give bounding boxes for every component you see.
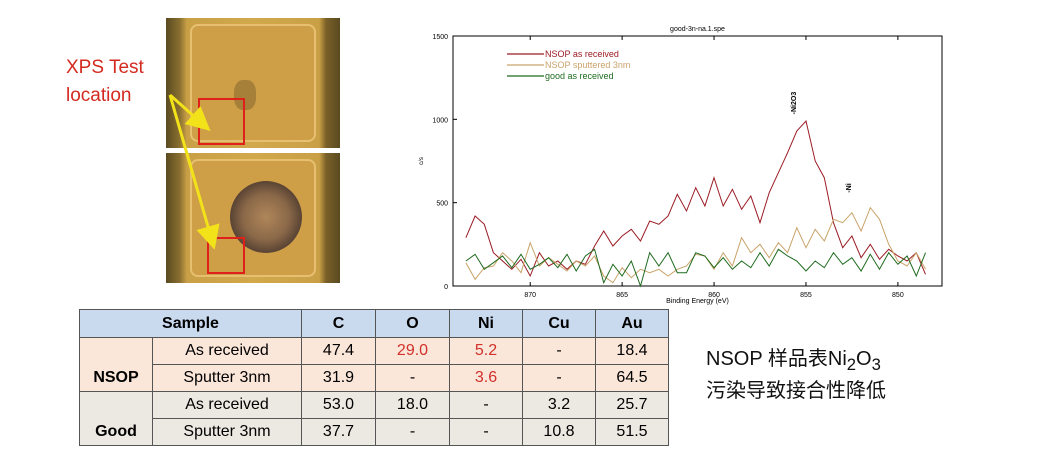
- row-label: Sputter 3nm: [152, 364, 302, 392]
- series-line-0: [465, 119, 926, 278]
- header-sample: Sample: [79, 309, 302, 338]
- arrows: [168, 93, 220, 250]
- cell: -: [522, 364, 596, 392]
- cell: -: [375, 364, 450, 392]
- cell: 64.5: [595, 364, 669, 392]
- cell: 51.5: [595, 418, 669, 446]
- y-axis-label: c/s: [419, 157, 425, 165]
- label-line1: XPS Test: [66, 57, 144, 78]
- photo-bottom: [166, 153, 340, 283]
- cell: -: [375, 418, 450, 446]
- x-tick-label: 865: [616, 292, 628, 299]
- header-ni: Ni: [449, 309, 523, 338]
- cell: -: [449, 418, 523, 446]
- cell: 10.8: [522, 418, 596, 446]
- series-line-1: [465, 206, 926, 284]
- legend-label: NSOP sputtered 3nm: [545, 60, 630, 70]
- bond-mark: [230, 181, 302, 253]
- header-c: C: [301, 309, 376, 338]
- x-tick-label: 860: [708, 292, 720, 299]
- cell: 29.0: [375, 337, 450, 365]
- cell: 25.7: [595, 391, 669, 419]
- x-tick-label: 855: [800, 292, 812, 299]
- xps-test-location-label: XPS Test location: [66, 54, 144, 110]
- row-label: Sputter 3nm: [152, 418, 302, 446]
- y-tick-label: 0: [444, 284, 448, 291]
- cell: -: [522, 337, 596, 365]
- label-line2: location: [66, 85, 132, 106]
- peak-annotation: -Ni2O3: [791, 92, 798, 115]
- legend-label: NSOP as received: [545, 49, 619, 59]
- cell: 37.7: [301, 418, 376, 446]
- group-good: Good: [79, 391, 153, 446]
- x-tick-label: 870: [524, 292, 536, 299]
- row-label: As received: [152, 337, 302, 365]
- contamination-spot: [234, 80, 256, 110]
- note-text: O: [856, 348, 872, 370]
- header-au: Au: [595, 309, 669, 338]
- y-tick-label: 1000: [432, 117, 448, 124]
- chart-title: good-3n-na.1.spe: [670, 26, 725, 33]
- cell: 18.4: [595, 337, 669, 365]
- y-tick-label: 1500: [432, 34, 448, 41]
- legend-label: good as received: [545, 71, 614, 81]
- group-nsop: NSOP: [79, 337, 153, 392]
- arrow-bottom: [168, 94, 220, 250]
- arrow-top: [169, 93, 211, 131]
- cell: 5.2: [449, 337, 523, 365]
- x-tick-label: 850: [892, 292, 904, 299]
- cell: 31.9: [301, 364, 376, 392]
- cell: -: [449, 391, 523, 419]
- conclusion-note: NSOP 样品表Ni2O3 污染导致接合性降低: [706, 346, 886, 405]
- cell: 3.6: [449, 364, 523, 392]
- note-line1: NSOP 样品表Ni2O3: [706, 346, 886, 378]
- header-o: O: [375, 309, 450, 338]
- composition-table: Sample C O Ni Cu Au NSOP As received 47.…: [79, 309, 669, 446]
- cell: 47.4: [301, 337, 376, 365]
- note-line2: 污染导致接合性降低: [706, 380, 886, 402]
- cell: 3.2: [522, 391, 596, 419]
- header-cu: Cu: [522, 309, 596, 338]
- note-text: NSOP 样品表Ni: [706, 348, 847, 370]
- x-axis-label: Binding Energy (eV): [666, 298, 729, 305]
- note-sub: 3: [871, 355, 881, 374]
- plot-frame: [452, 35, 943, 287]
- cell: 18.0: [375, 391, 450, 419]
- y-tick-label: 500: [436, 201, 448, 208]
- peak-annotation: -Ni: [846, 183, 853, 192]
- note-sub: 2: [846, 355, 857, 374]
- row-label: As received: [152, 391, 302, 419]
- cell: 53.0: [301, 391, 376, 419]
- series-line-2: [465, 248, 926, 288]
- test-location-box: [207, 237, 245, 274]
- xps-chart: good-3n-na.1.spe Binding Energy (eV) c/s 87…: [419, 26, 943, 305]
